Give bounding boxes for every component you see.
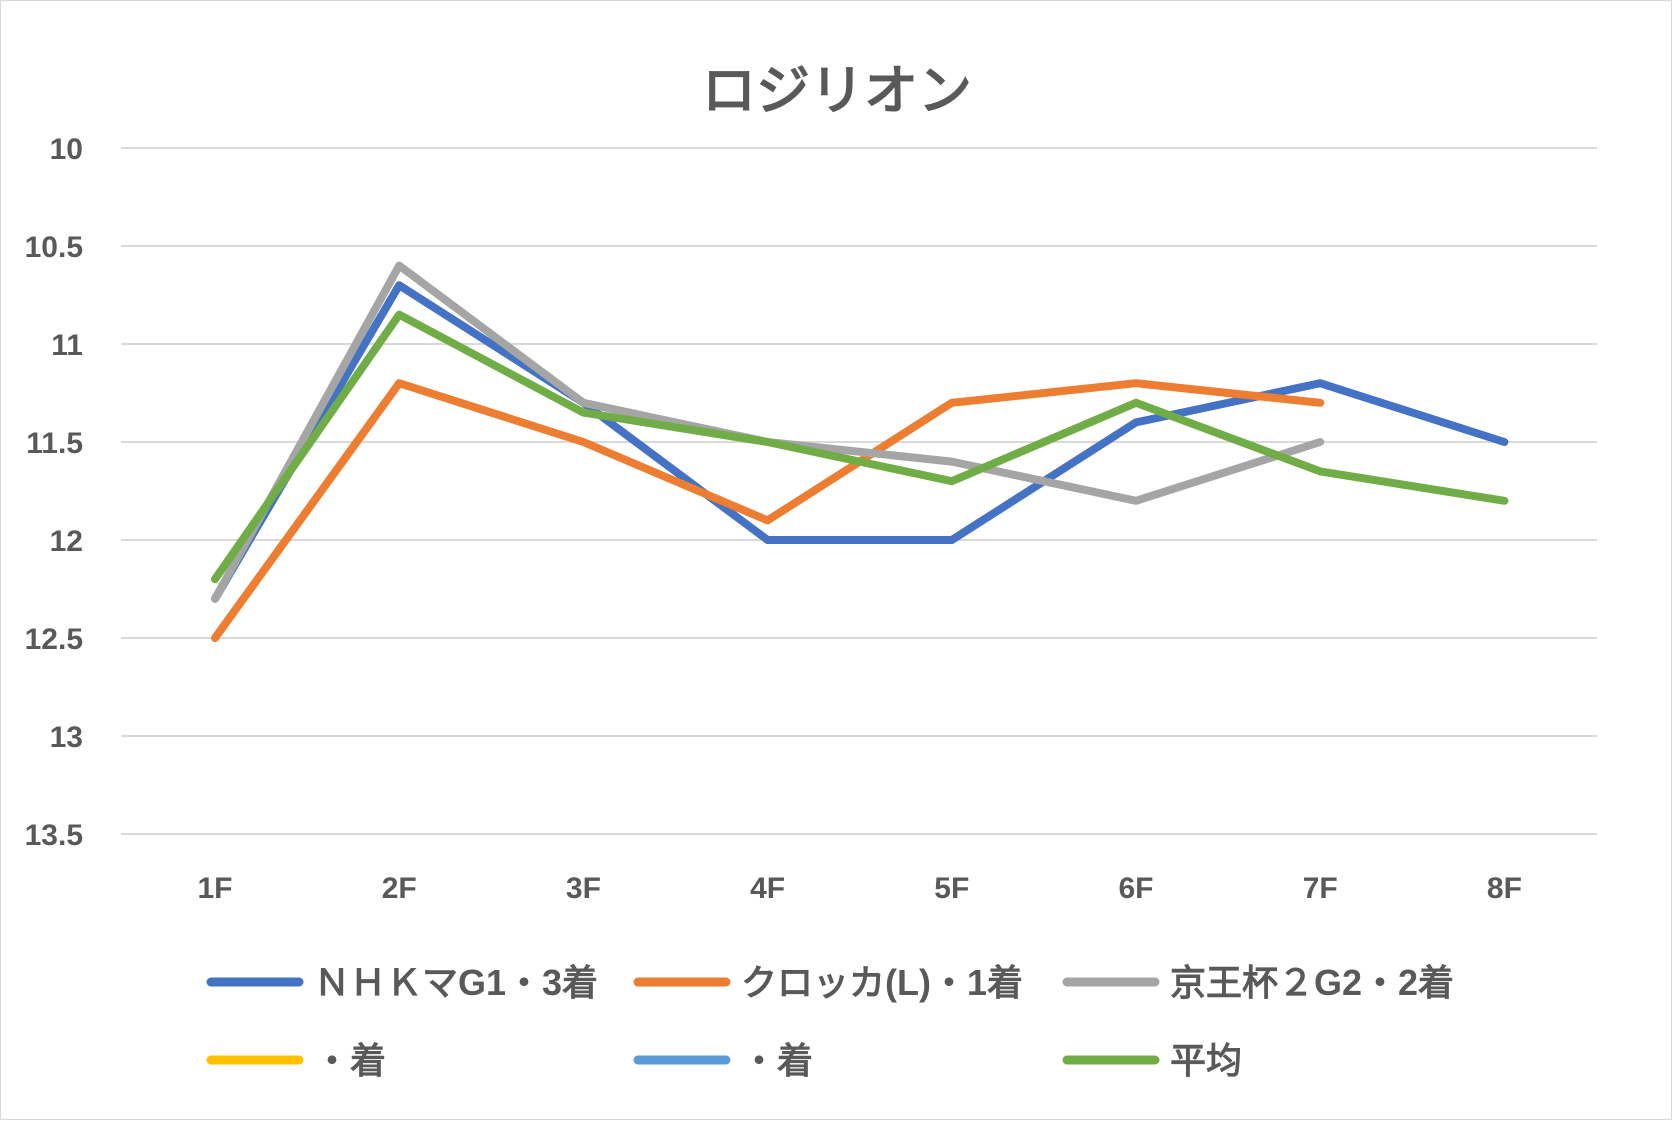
x-axis-ticks: 1F 2F 3F 4F 5F 6F 7F 8F: [197, 872, 1521, 905]
gridlines: [121, 147, 1597, 835]
x-tick-label: 1F: [197, 872, 232, 905]
legend-label: 京王杯２G2・2着: [1170, 962, 1454, 1003]
x-tick-label: 3F: [566, 872, 601, 905]
series-line: [211, 281, 1509, 603]
series-line: [211, 310, 1509, 584]
y-tick-label: 12.5: [25, 623, 83, 656]
y-tick-label: 10.5: [25, 231, 83, 264]
x-tick-label: 2F: [382, 872, 417, 905]
legend-label: ・着: [314, 1040, 386, 1081]
x-tick-label: 7F: [1303, 872, 1338, 905]
y-tick-label: 13: [50, 721, 83, 754]
legend: ＮＨＫマG1・3着 クロッカ(L)・1着 京王杯２G2・2着・着 ・着 平均: [206, 962, 1454, 1081]
series-line: [211, 379, 1325, 642]
legend-label: クロッカ(L)・1着: [741, 962, 1023, 1003]
y-tick-label: 11.5: [26, 427, 83, 460]
y-tick-label: 11: [51, 329, 83, 362]
y-tick-label: 12: [50, 525, 83, 558]
x-tick-label: 8F: [1487, 872, 1522, 905]
y-tick-label: 13.5: [25, 819, 83, 852]
y-tick-label: 10: [50, 133, 83, 166]
series-lines: [211, 261, 1509, 642]
legend-label: 平均: [1170, 1040, 1242, 1081]
x-tick-label: 5F: [934, 872, 969, 905]
chart-title: ロジリオン: [702, 61, 972, 121]
legend-label: ・着: [741, 1040, 813, 1081]
y-axis-ticks: 10 10.5 11 11.5 12 12.5 13 13.5: [25, 133, 83, 852]
x-tick-label: 6F: [1118, 872, 1153, 905]
legend-label: ＮＨＫマG1・3着: [314, 962, 598, 1003]
x-tick-label: 4F: [750, 872, 785, 905]
